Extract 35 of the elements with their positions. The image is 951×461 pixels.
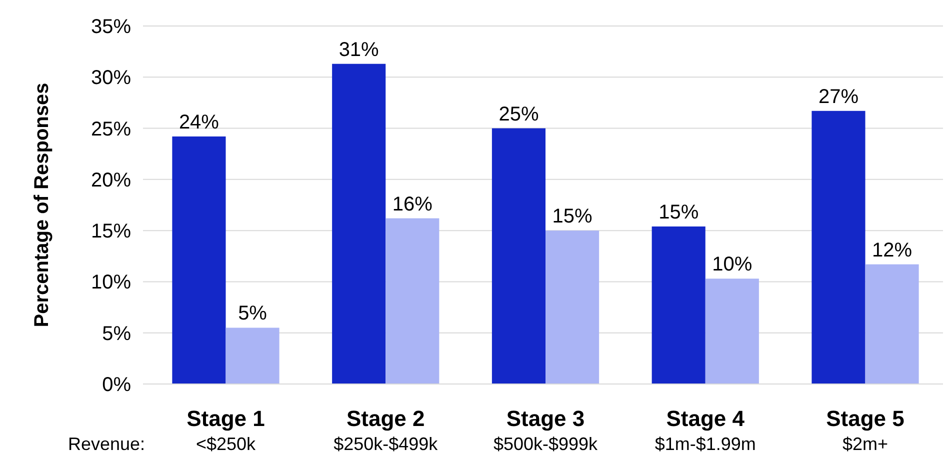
data-label: 16% <box>392 193 433 216</box>
data-label: 24% <box>178 111 220 134</box>
y-axis-title: Percentage of Responses <box>31 82 53 328</box>
x-tick-label: Stage 2 $250k-$499k <box>334 406 439 454</box>
y-tick-label: 15% <box>90 220 132 243</box>
bar <box>652 226 706 384</box>
data-label: 15% <box>552 206 593 228</box>
bar <box>226 328 280 384</box>
data-label: 25% <box>498 103 539 126</box>
y-tick-label: 20% <box>90 169 132 192</box>
bar <box>865 264 919 384</box>
x-tick-label: Stage 4 $1m-$1.99m <box>654 406 756 454</box>
data-label: 10% <box>712 254 752 276</box>
bar <box>705 278 759 384</box>
data-label: 5% <box>238 302 268 325</box>
y-tick-label: 10% <box>90 272 132 294</box>
x-tick-label: Stage 1 <$250k <box>186 406 265 454</box>
bar <box>332 64 386 384</box>
y-tick-label: 30% <box>90 67 132 90</box>
text: Revenue: <box>68 434 146 454</box>
x-tick-label: Stage 3 $500k-$999k <box>493 406 599 454</box>
bar <box>386 218 440 384</box>
data-label: 31% <box>338 38 380 61</box>
data-label: 27% <box>818 86 859 108</box>
bar <box>492 128 546 384</box>
data-label: 15% <box>658 201 699 224</box>
data-label: 12% <box>872 239 912 262</box>
y-tick-label: 25% <box>90 118 132 140</box>
y-tick-label: 0% <box>102 374 132 396</box>
x-tick-label: Stage 5 $2m+ <box>826 406 904 454</box>
bar <box>172 136 226 384</box>
y-tick-label: 5% <box>102 322 132 345</box>
bar <box>812 110 866 384</box>
y-tick-label: 35% <box>90 16 132 38</box>
bar <box>546 230 600 384</box>
